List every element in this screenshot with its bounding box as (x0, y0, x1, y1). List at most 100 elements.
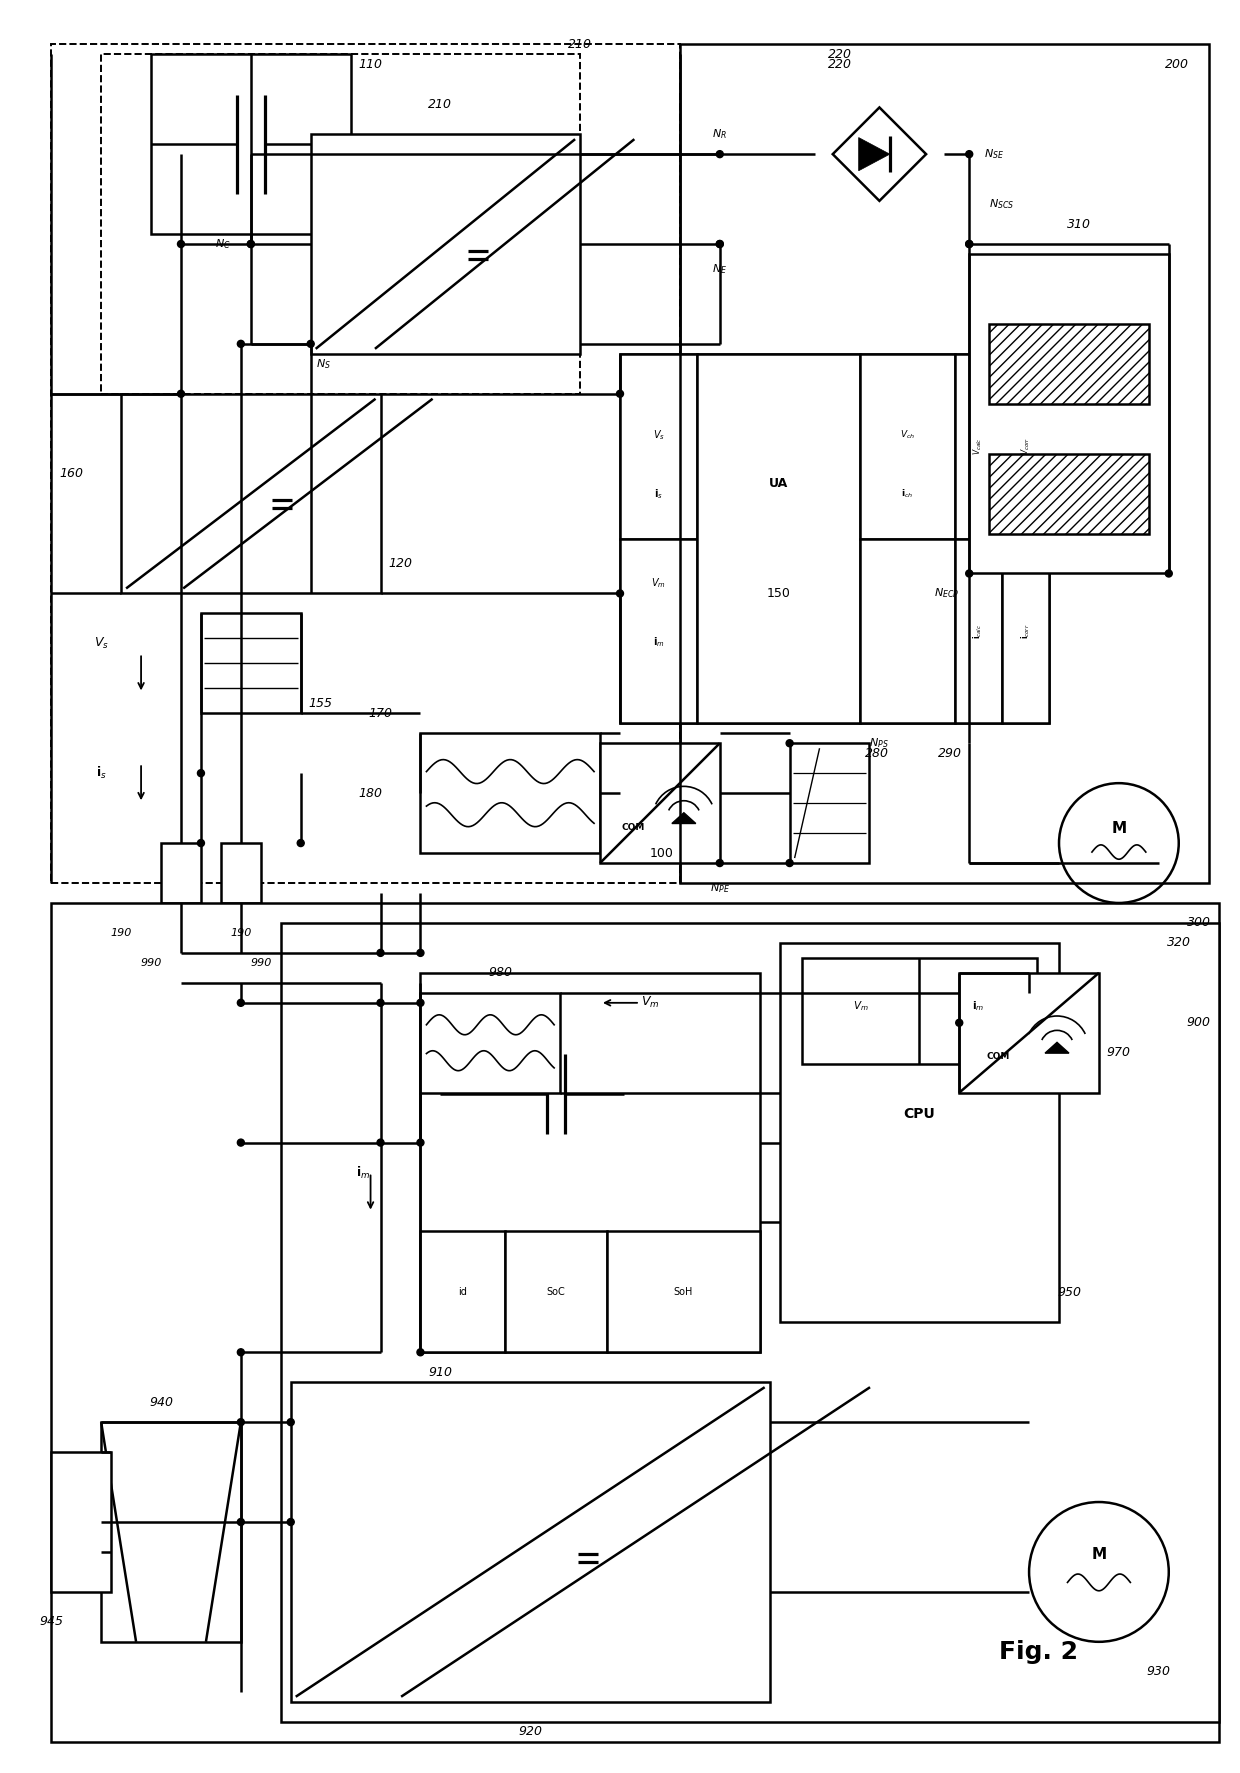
Text: SoC: SoC (547, 1287, 565, 1296)
Text: $\mathbf{i}_s$: $\mathbf{i}_s$ (655, 488, 663, 502)
Bar (51, 44, 680, 883)
Text: Fig. 2: Fig. 2 (999, 1640, 1078, 1663)
Text: 170: 170 (368, 707, 393, 720)
Text: $V_{ch}$: $V_{ch}$ (900, 429, 915, 441)
Bar (290, 1383, 770, 1702)
Text: 945: 945 (40, 1615, 63, 1628)
Circle shape (1166, 569, 1172, 576)
Bar (420, 1230, 505, 1353)
Bar (780, 943, 1059, 1323)
Bar (697, 355, 861, 723)
Text: $N_{ECP}$: $N_{ECP}$ (934, 587, 960, 601)
Text: 950: 950 (1056, 1285, 1081, 1300)
Text: $N_{PE}$: $N_{PE}$ (709, 881, 729, 895)
Text: $V_m$: $V_m$ (853, 998, 868, 1012)
Bar (151, 55, 351, 234)
Text: 190: 190 (231, 927, 252, 938)
Bar (102, 55, 580, 394)
Text: 150: 150 (766, 587, 791, 601)
Circle shape (377, 1000, 384, 1007)
Text: $\mathbf{i}_m$: $\mathbf{i}_m$ (972, 998, 985, 1012)
Text: 980: 980 (489, 966, 512, 979)
Circle shape (966, 241, 972, 248)
Circle shape (786, 739, 794, 746)
Text: $N_{SE}$: $N_{SE}$ (985, 147, 1004, 161)
Text: $N_E$: $N_E$ (712, 262, 728, 277)
Text: $V_m$: $V_m$ (651, 576, 666, 590)
Bar (51, 902, 1219, 1741)
Text: 920: 920 (518, 1725, 542, 1738)
Text: 930: 930 (1147, 1665, 1171, 1679)
Circle shape (247, 241, 254, 248)
Text: $\mathbf{i}_{ch}$: $\mathbf{i}_{ch}$ (901, 488, 914, 500)
Bar (955, 539, 1002, 723)
Text: 310: 310 (1066, 218, 1091, 230)
Bar (201, 613, 301, 713)
Polygon shape (672, 812, 696, 823)
Circle shape (197, 769, 205, 777)
Text: 160: 160 (60, 466, 83, 480)
Text: 320: 320 (1167, 936, 1190, 949)
Text: $\mathbf{i}_{corr}$: $\mathbf{i}_{corr}$ (1019, 622, 1032, 638)
Circle shape (717, 151, 723, 158)
Circle shape (237, 1518, 244, 1525)
Circle shape (237, 340, 244, 348)
Circle shape (377, 949, 384, 956)
Bar (505, 1230, 608, 1353)
Bar (102, 1422, 241, 1642)
Text: $N_C$: $N_C$ (216, 238, 231, 252)
Circle shape (417, 1138, 424, 1145)
Bar (861, 355, 955, 539)
Circle shape (966, 241, 972, 248)
Text: $N_{SCS}$: $N_{SCS}$ (990, 197, 1014, 211)
Bar (221, 844, 260, 902)
Text: 220: 220 (827, 59, 852, 71)
Circle shape (717, 860, 723, 867)
Circle shape (717, 241, 723, 248)
Bar (620, 539, 697, 723)
Circle shape (377, 1138, 384, 1145)
Circle shape (417, 1000, 424, 1007)
Bar (311, 135, 580, 355)
Text: 100: 100 (650, 846, 673, 860)
Text: 200: 200 (1164, 59, 1189, 71)
Text: $V_m$: $V_m$ (641, 995, 660, 1011)
Polygon shape (1045, 1043, 1069, 1053)
Text: $\mathbf{i}_{calc}$: $\mathbf{i}_{calc}$ (972, 624, 985, 638)
Text: 290: 290 (939, 746, 962, 759)
Polygon shape (858, 138, 890, 170)
Bar (861, 539, 955, 723)
Bar (420, 993, 560, 1092)
Text: 910: 910 (428, 1365, 453, 1379)
Circle shape (237, 1138, 244, 1145)
Text: UA: UA (769, 477, 789, 489)
Text: 110: 110 (358, 59, 383, 71)
Bar (161, 844, 201, 902)
Circle shape (616, 590, 624, 598)
Bar (790, 743, 869, 863)
Text: SoH: SoH (673, 1287, 693, 1296)
Text: $V_s$: $V_s$ (652, 429, 665, 441)
Circle shape (717, 241, 723, 248)
Bar (420, 734, 600, 853)
Circle shape (298, 840, 304, 846)
Text: 300: 300 (1187, 917, 1210, 929)
Text: 990: 990 (250, 957, 272, 968)
Circle shape (197, 840, 205, 846)
Text: 190: 190 (110, 927, 131, 938)
Circle shape (237, 1000, 244, 1007)
Circle shape (288, 1418, 294, 1425)
Bar (620, 355, 1049, 723)
Bar (620, 355, 697, 539)
Text: 990: 990 (140, 957, 161, 968)
Bar (280, 924, 1219, 1722)
Bar (1002, 539, 1049, 723)
Circle shape (177, 390, 185, 397)
Circle shape (966, 151, 972, 158)
Text: $\mathbf{i}_m$: $\mathbf{i}_m$ (652, 635, 665, 649)
Bar (51, 1452, 112, 1592)
Text: $V_{calc}$: $V_{calc}$ (972, 438, 985, 456)
Circle shape (956, 1019, 962, 1027)
Text: id: id (459, 1287, 467, 1296)
Text: CPU: CPU (904, 1106, 935, 1121)
